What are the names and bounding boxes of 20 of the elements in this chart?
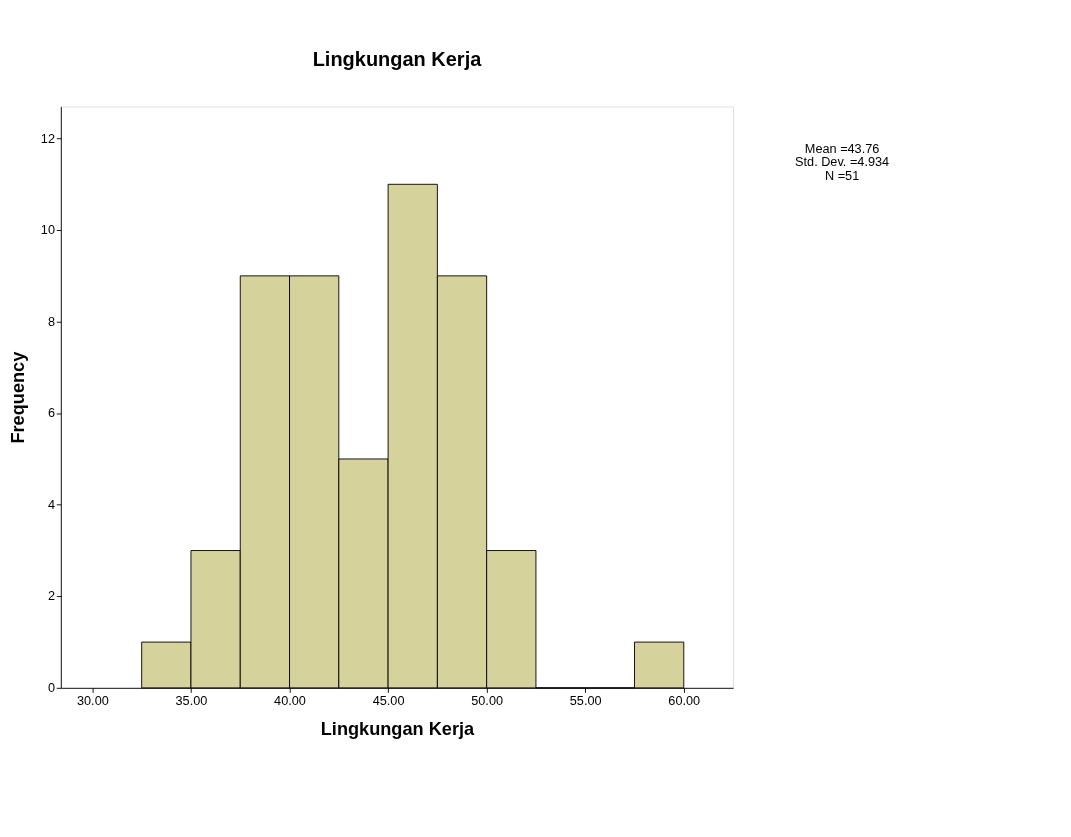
text: N =51: [824, 168, 860, 184]
x-tick-label: 40.00: [274, 692, 306, 708]
y-axis-title: Frequency: [8, 351, 29, 444]
y-tick-label: 6: [47, 405, 55, 421]
text: Std. Dev. =4.934: [795, 154, 890, 170]
text: Mean =43.76: [804, 140, 880, 156]
x-tick-label: 55.00: [569, 692, 602, 708]
x-tick-label: 60.00: [668, 692, 701, 708]
chart-title: Lingkungan Kerja: [312, 47, 483, 70]
y-tick-label: 8: [47, 313, 55, 329]
y-tick-label: 0: [47, 679, 55, 695]
y-tick-label: 2: [47, 588, 55, 604]
y-tick-label: 12: [40, 130, 55, 146]
x-tick-label: 50.00: [471, 692, 504, 708]
x-tick-label: 35.00: [175, 692, 208, 708]
x-tick-label: 30.00: [76, 692, 109, 708]
x-axis-title: Lingkungan Kerja: [320, 718, 475, 739]
x-tick-label: 45.00: [372, 692, 405, 708]
y-tick-label: 10: [40, 222, 55, 238]
y-tick-label: 4: [47, 496, 55, 512]
